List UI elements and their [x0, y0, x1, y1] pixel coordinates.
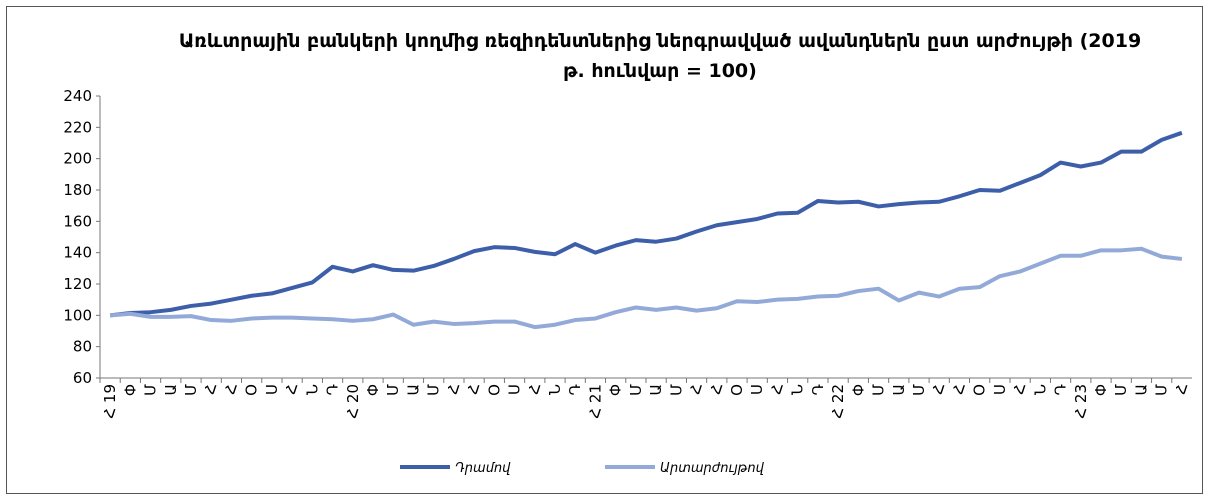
- x-tick-label: Ս: [506, 384, 524, 395]
- y-tick-label: 160: [63, 212, 92, 230]
- x-tick-label: Ս: [991, 384, 1009, 395]
- y-tick-label: 100: [63, 306, 92, 324]
- y-tick-label: 240: [63, 87, 92, 105]
- x-tick-label: Հ 22: [829, 384, 847, 419]
- x-tick-label: Դ: [809, 384, 827, 395]
- x-tick-label: Մ: [627, 384, 645, 396]
- x-tick-label: Հ: [445, 384, 463, 395]
- x-tick-label: Հ: [465, 384, 483, 395]
- y-tick-label: 120: [63, 275, 92, 293]
- y-tick-label: 80: [73, 338, 92, 356]
- chart-frame: [6, 6, 1203, 494]
- x-tick-label: Հ: [283, 384, 301, 395]
- x-tick-label: Հ: [202, 384, 220, 395]
- x-tick-label: Հ: [1011, 384, 1029, 395]
- x-tick-label: Փ: [121, 384, 139, 396]
- x-tick-label: Հ: [930, 384, 948, 395]
- x-tick-label: Հ 20: [344, 384, 362, 419]
- series-line: [109, 246, 1183, 330]
- x-tick-label: Փ: [364, 384, 382, 396]
- x-tick-label: Փ: [849, 384, 867, 396]
- x-tick-label: Մ: [1112, 384, 1130, 396]
- x-tick-label: Ն: [1031, 384, 1049, 395]
- x-tick-label: Մ: [384, 384, 402, 396]
- x-tick-label: Մ: [870, 384, 888, 396]
- x-tick-label: Ա: [890, 384, 908, 396]
- x-tick-label: Հ: [1173, 384, 1191, 395]
- x-tick-label: Ն: [546, 384, 564, 395]
- x-tick-label: Դ: [1052, 384, 1070, 395]
- x-tick-label: Հ 21: [586, 384, 604, 419]
- x-tick-label: Հ: [222, 384, 240, 395]
- x-tick-label: Դ: [324, 384, 342, 395]
- y-tick-label: 200: [63, 150, 92, 168]
- x-tick-label: Ա: [647, 384, 665, 396]
- x-tick-label: Օ: [971, 384, 989, 396]
- y-tick-label: 180: [63, 181, 92, 199]
- x-tick-label: Ս: [263, 384, 281, 395]
- x-tick-label: Ա: [404, 384, 422, 396]
- x-tick-label: Մ: [1153, 384, 1171, 396]
- x-tick-label: Հ: [950, 384, 968, 395]
- x-tick-label: Ն: [789, 384, 807, 395]
- legend-label: Դրամով: [455, 461, 511, 476]
- x-tick-label: Ն: [303, 384, 321, 395]
- x-tick-label: Փ: [1092, 384, 1110, 396]
- legend-label: Արտարժույթով: [660, 461, 765, 476]
- y-tick-label: 140: [63, 244, 92, 262]
- x-tick-label: Մ: [182, 384, 200, 396]
- y-tick-label: 220: [63, 118, 92, 136]
- x-tick-label: Ա: [1132, 384, 1150, 396]
- chart-title: Առևտրային բանկերի կողմից ռեզիդենտներից ն…: [178, 30, 1142, 82]
- x-tick-label: Մ: [425, 384, 443, 396]
- series-line: [109, 130, 1183, 318]
- x-tick-label: Օ: [485, 384, 503, 396]
- x-tick-label: Ս: [748, 384, 766, 395]
- x-tick-label: Հ: [526, 384, 544, 395]
- x-tick-label: Օ: [243, 384, 261, 396]
- y-tick-label: 60: [73, 369, 92, 387]
- x-tick-label: Օ: [728, 384, 746, 396]
- x-tick-label: Մ: [667, 384, 685, 396]
- x-tick-label: Հ 23: [1072, 384, 1090, 419]
- x-tick-label: Հ: [768, 384, 786, 395]
- x-tick-label: Ա: [162, 384, 180, 396]
- x-tick-label: Փ: [607, 384, 625, 396]
- x-tick-label: Մ: [142, 384, 160, 396]
- x-tick-label: Մ: [910, 384, 928, 396]
- x-tick-label: Հ: [708, 384, 726, 395]
- x-tick-label: Հ: [688, 384, 706, 395]
- x-tick-label: Հ 19: [101, 384, 119, 419]
- x-tick-label: Դ: [566, 384, 584, 395]
